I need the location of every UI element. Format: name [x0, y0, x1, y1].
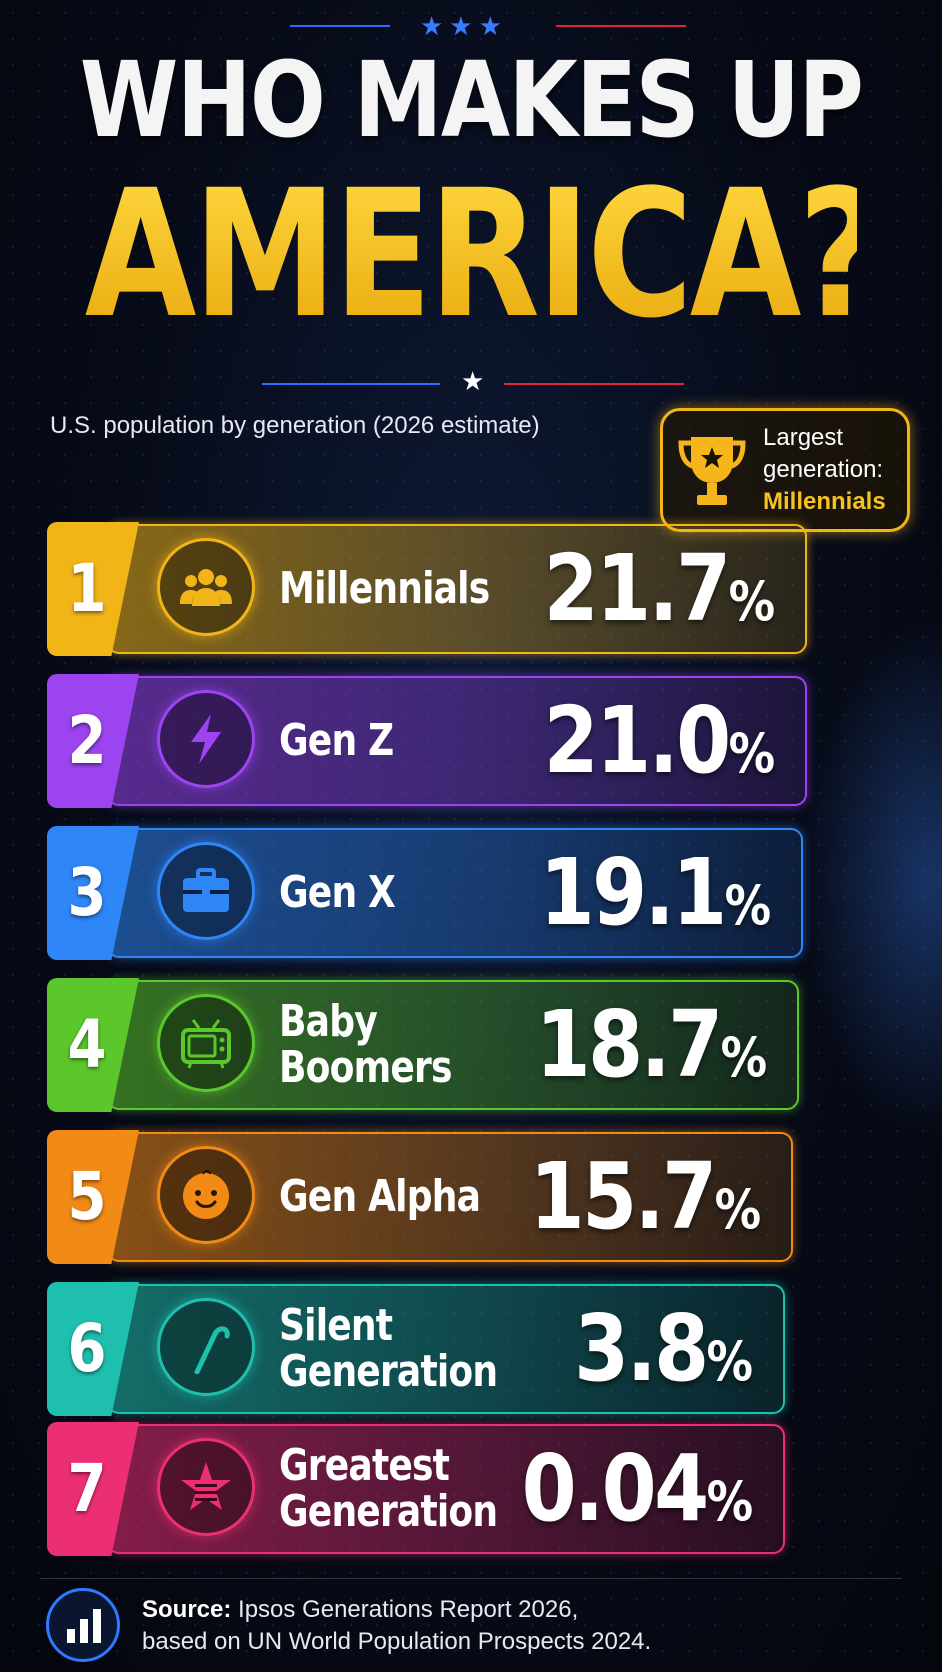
mid-decoration: ★ — [0, 368, 942, 396]
percentage-value: 0.04% — [522, 1422, 753, 1556]
generation-row: 4 Baby Boomers 18.7% — [47, 978, 799, 1112]
generation-name: Gen X — [279, 826, 579, 960]
percentage-value: 21.7% — [544, 522, 775, 656]
rank-number: 4 — [67, 1006, 107, 1083]
generation-name: Gen Z — [279, 674, 579, 808]
cane-icon — [157, 1298, 255, 1396]
generation-name-text: Gen X — [279, 867, 396, 918]
star-icon: ★ — [461, 366, 485, 396]
usa-map-glow — [802, 620, 942, 1140]
flag-star-icon — [157, 1438, 255, 1536]
percentage-number: 15.7 — [529, 1143, 717, 1250]
rank-number: 7 — [67, 1450, 107, 1527]
badge-highlight: Millennials — [763, 488, 886, 515]
television-icon — [157, 994, 255, 1092]
rank-number: 5 — [67, 1158, 107, 1235]
generation-name-text: Greatest Generation — [279, 1440, 498, 1537]
generation-name-text: Silent Generation — [279, 1300, 498, 1397]
percent-sign: % — [720, 1026, 767, 1089]
source-line-1: Source: Ipsos Generations Report 2026, — [142, 1596, 578, 1624]
generation-row: 3 Gen X 19.1% — [47, 826, 803, 960]
source-line-2: based on UN World Population Prospects 2… — [142, 1628, 652, 1655]
generation-row: 6 Silent Generation 3.8% — [47, 1282, 785, 1416]
people-group-icon — [157, 538, 255, 636]
percentage-value: 18.7% — [536, 978, 767, 1112]
percentage-value: 21.0% — [544, 674, 775, 808]
top-decoration: ★★★ — [0, 11, 942, 41]
rank-number: 2 — [67, 702, 107, 779]
badge-line-2: generation: — [763, 456, 884, 483]
source-label: Source: — [142, 1596, 232, 1623]
generation-name: Millennials — [279, 522, 579, 656]
title-line-2: AMERICA? — [84, 152, 882, 357]
stars-icon: ★★★ — [420, 11, 508, 41]
generation-name-text: Millennials — [279, 563, 490, 614]
percent-sign: % — [714, 1178, 761, 1241]
percentage-value: 3.8% — [574, 1282, 753, 1416]
rank-number: 6 — [67, 1310, 107, 1387]
generation-name: Silent Generation — [279, 1282, 579, 1416]
generation-row: 7 Greatest Generation 0.04% — [47, 1422, 785, 1556]
subtitle: U.S. population by generation (2026 esti… — [50, 412, 540, 439]
baby-face-icon — [157, 1146, 255, 1244]
largest-generation-badge: Largest generation: Millennials — [660, 408, 910, 532]
generation-row: 5 Gen Alpha 15.7% — [47, 1130, 793, 1264]
footer-divider — [40, 1578, 902, 1579]
percentage-number: 3.8 — [574, 1295, 709, 1402]
generation-row: 1 Millennials 21.7% — [47, 522, 807, 656]
percent-sign: % — [706, 1330, 753, 1393]
percent-sign: % — [728, 570, 775, 633]
briefcase-icon — [157, 842, 255, 940]
percentage-value: 19.1% — [540, 826, 771, 960]
generation-name-text: Baby Boomers — [279, 996, 452, 1093]
percentage-number: 19.1 — [539, 839, 727, 946]
generation-name-text: Gen Z — [279, 715, 394, 766]
percentage-number: 21.0 — [543, 687, 731, 794]
percent-sign: % — [706, 1470, 753, 1533]
percent-sign: % — [724, 874, 771, 937]
lightning-bolt-icon — [157, 690, 255, 788]
percentage-number: 21.7 — [543, 535, 731, 642]
rank-number: 3 — [67, 854, 107, 931]
generation-name: Baby Boomers — [279, 978, 579, 1112]
bar-chart-icon — [46, 1588, 120, 1662]
generation-name: Gen Alpha — [279, 1130, 579, 1264]
rank-number: 1 — [67, 550, 107, 627]
badge-line-1: Largest — [763, 424, 844, 451]
percentage-value: 15.7% — [530, 1130, 761, 1264]
source-text: Ipsos Generations Report 2026, — [238, 1596, 579, 1623]
title-line-1: WHO MAKES UP — [79, 39, 864, 161]
percent-sign: % — [728, 722, 775, 785]
percentage-number: 18.7 — [535, 991, 723, 1098]
percentage-number: 0.04 — [521, 1435, 709, 1542]
generation-name-text: Gen Alpha — [279, 1171, 481, 1222]
generation-row: 2 Gen Z 21.0% — [47, 674, 807, 808]
generation-name: Greatest Generation — [279, 1422, 579, 1556]
trophy-icon — [678, 437, 746, 505]
